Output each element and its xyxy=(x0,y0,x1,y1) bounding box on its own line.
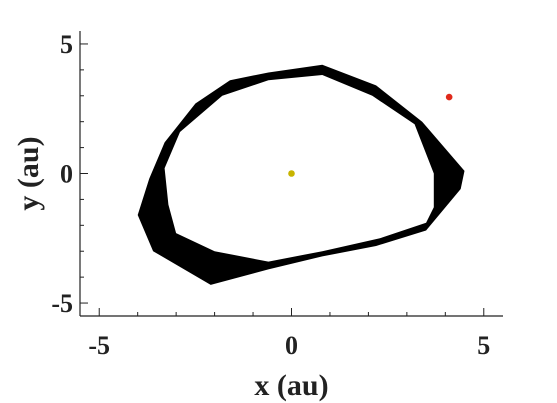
y-tick-label: 0 xyxy=(60,160,73,189)
points-layer xyxy=(288,93,453,177)
data-point xyxy=(445,93,453,101)
tick-labels: -5 0 5 5 0 -5 xyxy=(51,30,490,360)
x-axis-title: x (au) xyxy=(254,369,328,402)
data-point xyxy=(288,170,295,177)
orbit-band-layer xyxy=(137,64,465,285)
axes xyxy=(79,31,503,317)
y-tick-label: -5 xyxy=(51,289,73,318)
y-axis-title: y (au) xyxy=(12,136,45,210)
y-tick-label: 5 xyxy=(60,30,73,59)
x-tick-label: 5 xyxy=(477,331,490,360)
x-tick-label: -5 xyxy=(88,331,110,360)
orbit-band xyxy=(137,64,465,285)
x-tick-label: 0 xyxy=(285,331,298,360)
